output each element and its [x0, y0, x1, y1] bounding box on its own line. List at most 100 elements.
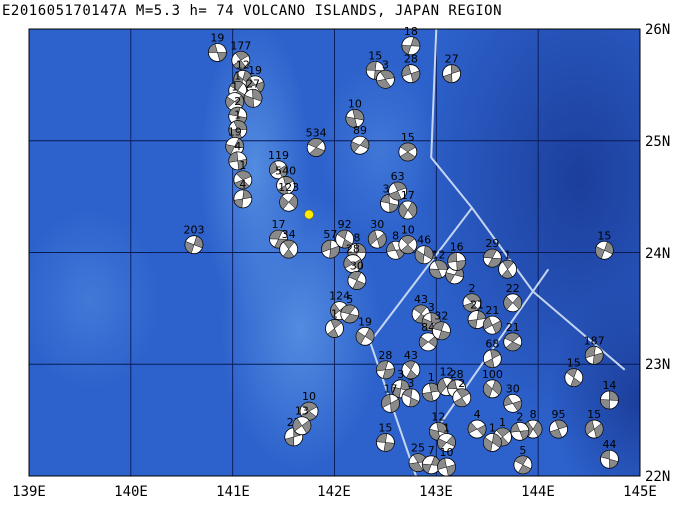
- mechanism-label: 57: [323, 228, 337, 241]
- focal-mechanism: 1: [498, 248, 518, 279]
- beachball-compression-quadrant: [401, 36, 421, 55]
- focal-mechanism: 27: [442, 53, 462, 84]
- focal-mechanism: 10: [398, 224, 418, 255]
- beachball-compression-quadrant: [404, 360, 418, 380]
- beachball-compression-quadrant: [504, 332, 522, 352]
- focal-mechanism: 187: [584, 334, 605, 365]
- focal-mechanism: 44: [600, 438, 619, 469]
- shallow-plateau-center: [320, 60, 440, 240]
- focal-mechanism: 30: [347, 259, 367, 290]
- focal-mechanism: 21: [467, 299, 487, 329]
- mechanism-label: 28: [404, 53, 418, 66]
- mechanism-label: 1: [234, 69, 241, 82]
- deep-basin-southeast: [550, 280, 640, 476]
- beachball-compression-quadrant: [503, 395, 522, 412]
- focal-mechanism: 14: [600, 379, 619, 410]
- beachball-compression-quadrant: [584, 346, 604, 365]
- mechanism-label: 17: [271, 218, 285, 231]
- mechanism-label: 1: [489, 421, 496, 434]
- beachball-compression-quadrant: [584, 419, 604, 439]
- mechanism-label: 1: [504, 248, 511, 261]
- focal-mechanism: 7: [421, 444, 441, 475]
- mechanism-label: 15: [597, 229, 611, 242]
- focal-mechanism: 46: [414, 234, 434, 265]
- mechanism-label: 2: [516, 410, 523, 423]
- focal-mechanism: 203: [183, 224, 204, 255]
- x-tick-label: 139E: [12, 484, 46, 500]
- mechanism-label: 89: [353, 124, 367, 137]
- focal-mechanism: 28: [401, 53, 421, 84]
- mechanism-label: 12: [440, 366, 454, 379]
- beachball-compression-quadrant: [467, 422, 487, 437]
- beachball-compression-quadrant: [232, 51, 249, 70]
- mechanism-label: 12: [431, 248, 445, 261]
- mechanism-label: 15: [368, 49, 382, 62]
- x-tick-label: 143E: [419, 484, 453, 500]
- beachball-compression-quadrant: [437, 435, 456, 450]
- mechanism-label: 187: [584, 334, 605, 347]
- mechanism-label: 7: [428, 444, 435, 457]
- focal-mechanism: 12: [428, 410, 448, 441]
- focal-mechanism: 17: [381, 382, 400, 413]
- mechanism-label: 63: [391, 170, 405, 183]
- beachball-compression-quadrant: [225, 137, 244, 155]
- beachball-compression-quadrant: [510, 422, 530, 441]
- focal-mechanism: 29: [482, 237, 502, 268]
- mechanism-label: 44: [602, 438, 616, 451]
- focal-mechanism: 19: [207, 31, 227, 62]
- focal-mechanism: 28: [376, 349, 395, 380]
- beachball-compression-quadrant: [327, 319, 342, 338]
- bathymetry: [29, 29, 640, 476]
- focal-mechanism: 123: [278, 181, 299, 212]
- focal-mechanism: 2: [462, 282, 482, 313]
- focal-mechanism: 27: [243, 77, 263, 108]
- focal-mechanism: 3: [376, 58, 395, 89]
- x-axis-labels: 139E 140E 141E 142E 143E 144E 145E: [12, 484, 657, 500]
- focal-mechanism: 22: [503, 282, 523, 313]
- focal-mechanism: 10: [299, 390, 319, 421]
- focal-mechanism: 92: [335, 218, 355, 249]
- mechanism-label: 15: [587, 408, 601, 421]
- focal-mechanism: 89: [350, 124, 370, 155]
- mechanism-label: 32: [434, 310, 448, 323]
- focal-mechanism: 1: [437, 421, 456, 452]
- mechanism-label: 12: [431, 410, 445, 423]
- mechanism-label: 10: [302, 390, 316, 403]
- mechanism-label: 68: [485, 338, 499, 351]
- beachball-compression-quadrant: [336, 229, 353, 249]
- beachball-compression-quadrant: [483, 316, 502, 334]
- mechanism-label: 1: [234, 109, 241, 122]
- beachball-compression-quadrant: [208, 43, 227, 62]
- focal-mechanism: 2: [510, 410, 530, 441]
- focal-mechanism: 30: [367, 218, 387, 249]
- beachball-compression-quadrant: [595, 241, 614, 260]
- beachball-compression-quadrant: [503, 295, 522, 310]
- focal-mechanism: 15: [376, 421, 395, 452]
- mechanism-label: 10: [401, 224, 415, 237]
- focal-mechanism: 1: [228, 109, 248, 139]
- mechanism-label: 13: [295, 405, 309, 418]
- focal-mechanism: 15: [564, 357, 584, 388]
- mechanism-label: 5: [346, 293, 353, 306]
- beachball-compression-quadrant: [514, 455, 532, 475]
- beachball-compression-quadrant: [355, 328, 375, 345]
- focal-mechanism: 2: [452, 377, 472, 408]
- beachball-compression-quadrant: [279, 194, 298, 210]
- mechanism-label: 28: [378, 349, 392, 362]
- beachball-compression-quadrant: [234, 170, 252, 190]
- mechanism-label: 46: [417, 234, 431, 247]
- mechanism-label: 16: [450, 240, 464, 253]
- map-title: E201605170147A M=5.3 h= 74 VOLCANO ISLAN…: [2, 3, 503, 19]
- mechanism-label: 14: [602, 379, 616, 392]
- y-tick-label: 24N: [645, 246, 670, 262]
- focal-mechanism: 5: [340, 293, 360, 324]
- mechanism-label: 8: [353, 232, 360, 245]
- mechanism-label: 3: [407, 377, 414, 390]
- focal-mechanism: 2: [228, 95, 248, 126]
- beachball-compression-quadrant: [184, 235, 204, 254]
- mechanism-label: 177: [230, 39, 251, 52]
- plot-border: [28, 28, 641, 477]
- beachball-compression-quadrant: [501, 259, 514, 279]
- beachball-compression-quadrant: [398, 201, 418, 219]
